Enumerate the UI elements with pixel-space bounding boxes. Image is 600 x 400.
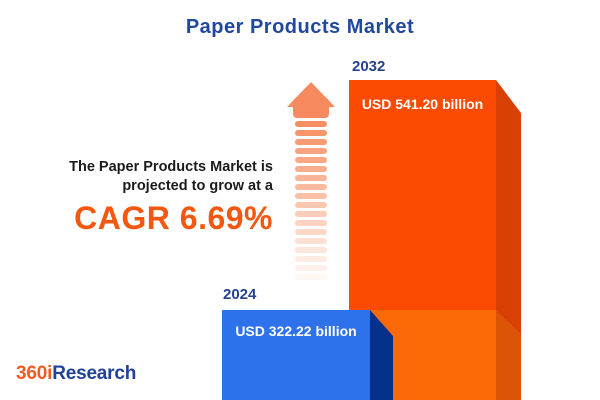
growth-arrow-stripe	[295, 148, 327, 154]
page-title: Paper Products Market	[185, 16, 415, 38]
bar-2032-value-label: USD 541.20 billion	[361, 96, 484, 112]
brand-logo: 360iResearch	[16, 363, 136, 385]
growth-arrow-stripe	[295, 157, 327, 163]
growth-arrow-stripe	[295, 211, 327, 217]
annotation-line-2: projected to grow at a	[122, 178, 273, 194]
bar-2032-year-label: 2032	[352, 58, 386, 75]
growth-arrow-stripe	[295, 166, 327, 172]
growth-arrow-stripe	[295, 274, 327, 280]
annotation-line-1: The Paper Products Market is	[69, 159, 273, 175]
growth-arrow-stripe	[295, 184, 327, 190]
growth-arrow-stripe	[295, 139, 327, 145]
growth-arrow-stripe	[295, 121, 327, 127]
bar-2024-front-face	[222, 310, 370, 400]
bar-2024-year-label: 2024	[223, 286, 257, 303]
bar-2024-side-face	[370, 310, 393, 400]
brand-logo-prefix: 360i	[16, 363, 53, 384]
brand-logo-suffix: Research	[52, 363, 137, 384]
growth-arrow-stripe	[295, 265, 327, 271]
growth-arrow-stripe	[295, 238, 327, 244]
annotation-block: The Paper Products Market is projected t…	[13, 158, 273, 237]
growth-arrow-stripe	[295, 256, 327, 262]
growth-arrow-stripe	[295, 202, 327, 208]
bar-2024-value-label: USD 322.22 billion	[235, 323, 357, 339]
cagr-value: CAGR 6.69%	[74, 200, 273, 236]
growth-arrow-stripe	[295, 247, 327, 253]
growth-arrow-head	[287, 82, 335, 118]
growth-arrow-stripe	[295, 229, 327, 235]
growth-arrow-stripe	[295, 130, 327, 136]
growth-arrow-stripe	[295, 175, 327, 181]
growth-arrow-stripe	[295, 220, 327, 226]
growth-arrow-stripe	[295, 193, 327, 199]
growth-arrow-icon	[287, 82, 335, 292]
